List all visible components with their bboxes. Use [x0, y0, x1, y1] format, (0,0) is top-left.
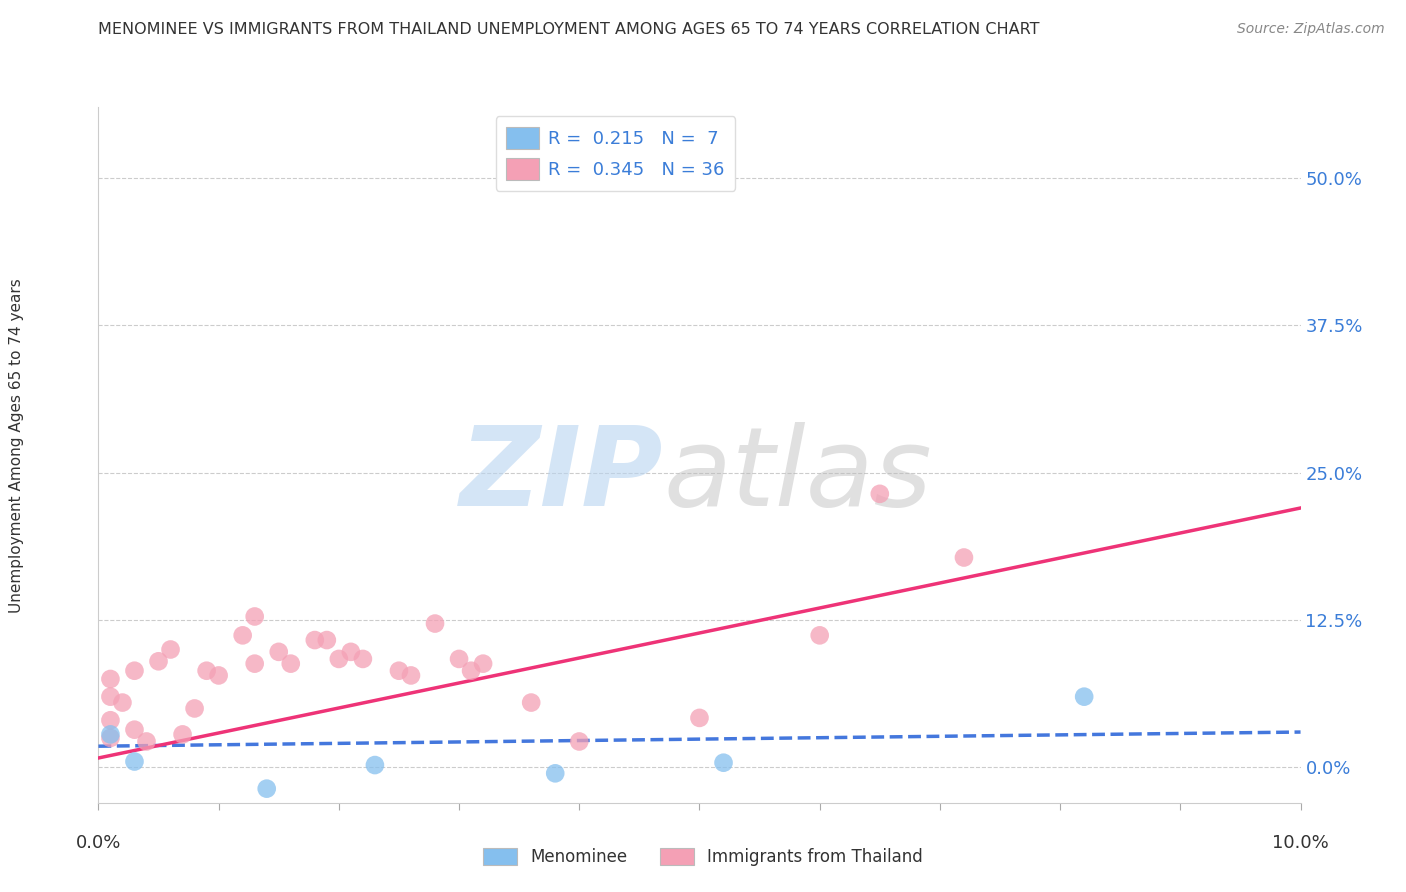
Point: [172, 727, 194, 741]
Point: [352, 652, 374, 666]
Point: [243, 609, 266, 624]
Text: Source: ZipAtlas.com: Source: ZipAtlas.com: [1237, 22, 1385, 37]
Point: [1073, 690, 1095, 704]
Text: 10.0%: 10.0%: [1272, 834, 1329, 852]
Text: ZIP: ZIP: [460, 422, 664, 529]
Point: [124, 723, 146, 737]
Point: [364, 758, 387, 772]
Point: [689, 711, 711, 725]
Point: [460, 664, 482, 678]
Point: [243, 657, 266, 671]
Text: atlas: atlas: [664, 422, 932, 529]
Text: Unemployment Among Ages 65 to 74 years: Unemployment Among Ages 65 to 74 years: [10, 278, 24, 614]
Point: [183, 701, 205, 715]
Point: [195, 664, 218, 678]
Point: [713, 756, 735, 770]
Point: [124, 664, 146, 678]
Legend: Menominee, Immigrants from Thailand: Menominee, Immigrants from Thailand: [477, 841, 929, 873]
Point: [520, 696, 543, 710]
Point: [568, 734, 591, 748]
Point: [208, 668, 231, 682]
Point: [447, 652, 470, 666]
Point: [808, 628, 831, 642]
Point: [135, 734, 157, 748]
Text: MENOMINEE VS IMMIGRANTS FROM THAILAND UNEMPLOYMENT AMONG AGES 65 TO 74 YEARS COR: MENOMINEE VS IMMIGRANTS FROM THAILAND UN…: [98, 22, 1040, 37]
Point: [304, 633, 326, 648]
Point: [869, 487, 891, 501]
Point: [340, 645, 363, 659]
Legend: R =  0.215   N =  7, R =  0.345   N = 36: R = 0.215 N = 7, R = 0.345 N = 36: [495, 116, 735, 191]
Point: [423, 616, 446, 631]
Point: [111, 696, 134, 710]
Point: [328, 652, 350, 666]
Point: [100, 672, 122, 686]
Point: [544, 766, 567, 780]
Point: [124, 755, 146, 769]
Text: 0.0%: 0.0%: [76, 834, 121, 852]
Point: [148, 654, 170, 668]
Point: [472, 657, 495, 671]
Point: [315, 633, 337, 648]
Point: [399, 668, 422, 682]
Point: [388, 664, 411, 678]
Point: [100, 690, 122, 704]
Point: [267, 645, 290, 659]
Point: [159, 642, 181, 657]
Point: [280, 657, 302, 671]
Point: [953, 550, 976, 565]
Point: [232, 628, 254, 642]
Point: [256, 781, 278, 796]
Point: [100, 713, 122, 727]
Point: [100, 731, 122, 745]
Point: [100, 727, 122, 741]
